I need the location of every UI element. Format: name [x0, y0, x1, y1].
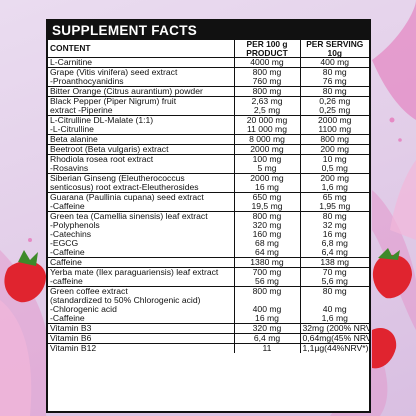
- table-header-row: CONTENT PER 100 g PRODUCT PER SERVING 10…: [48, 39, 369, 58]
- table-row: Vitamin B6 6,4 mg 0,64mg(45% NRV*): [48, 333, 369, 344]
- ingredient-name: Bitter Orange (Citrus aurantium) powder: [48, 86, 234, 97]
- ingredient-name: Vitamin B6: [48, 333, 234, 344]
- strawberry-icon: [372, 248, 412, 299]
- table-row: Yerba mate (Ilex paraguariensis) leaf ex…: [48, 267, 369, 287]
- ingredient-name: Siberian Ginseng (Eleutherococcus sentico…: [48, 173, 234, 193]
- table-row: Grape (Vitis vinifera) seed extract -Proa…: [48, 67, 369, 87]
- ingredient-name: Rhodiola rosea root extract -Rosavins: [48, 154, 234, 174]
- ingredient-name: Grape (Vitis vinifera) seed extract -Proa…: [48, 67, 234, 87]
- table-row: Guarana (Paullinia cupana) seed extract -…: [48, 192, 369, 212]
- ingredient-name: L-Carnitine: [48, 57, 234, 68]
- amount-per-serving: 32mg (200% NRV*): [299, 323, 369, 334]
- amount-per-serving: 80 mg 32 mg 16 mg 6,8 mg 6,4 mg: [299, 211, 369, 258]
- ingredient-name: Yerba mate (Ilex paraguariensis) leaf ex…: [48, 267, 234, 287]
- amount-per-100g: 2,63 mg 2,5 mg: [233, 96, 300, 116]
- ingredient-name: Vitamin B3: [48, 323, 234, 334]
- label-title: SUPPLEMENT FACTS: [48, 21, 369, 39]
- strawberry-icon: [4, 250, 46, 303]
- amount-per-serving: 0,26 mg 0,25 mg: [299, 96, 369, 116]
- ingredient-name: Green tea (Camellia sinensis) leaf extra…: [48, 211, 234, 258]
- amount-per-serving: 80 mg 40 mg 1,6 mg: [299, 286, 369, 324]
- table-row: Beetroot (Beta vulgaris) extract 2000 mg 2…: [48, 144, 369, 155]
- amount-per-serving: 80 mg: [299, 86, 369, 97]
- table-row: Siberian Ginseng (Eleutherococcus sentico…: [48, 173, 369, 193]
- table-row: Green coffee extract (standardized to 50%…: [48, 286, 369, 324]
- amount-per-100g: 650 mg 19,5 mg: [233, 192, 300, 212]
- amount-per-100g: 800 mg 760 mg: [233, 67, 300, 87]
- amount-per-serving: 70 mg 5,6 mg: [299, 267, 369, 287]
- amount-per-100g: 800 mg 400 mg 16 mg: [233, 286, 300, 324]
- amount-per-serving: 200 mg: [299, 144, 369, 155]
- header-content: CONTENT: [48, 39, 234, 58]
- supplement-table: CONTENT PER 100 g PRODUCT PER SERVING 10…: [48, 39, 369, 353]
- table-row: Beta alanine 8 000 mg 800 mg: [48, 134, 369, 145]
- ingredient-name: Beetroot (Beta vulgaris) extract: [48, 144, 234, 155]
- ingredient-name: L-Citrulline DL-Malate (1:1) -L-Citrullin…: [48, 115, 234, 135]
- amount-per-serving: 80 mg 76 mg: [299, 67, 369, 87]
- table-row: Green tea (Camellia sinensis) leaf extra…: [48, 211, 369, 258]
- ingredient-name: Green coffee extract (standardized to 50%…: [48, 286, 234, 324]
- amount-per-serving: 200 mg 1,6 mg: [299, 173, 369, 193]
- ingredient-name: Beta alanine: [48, 134, 234, 145]
- amount-per-100g: 2000 mg: [233, 144, 300, 155]
- amount-per-100g: 6,4 mg: [233, 333, 300, 344]
- table-row: Caffeine 1380 mg 138 mg: [48, 257, 369, 268]
- supplement-facts-label: SUPPLEMENT FACTS CONTENT PER 100 g PRODU…: [46, 19, 371, 413]
- header-per100: PER 100 g PRODUCT: [233, 39, 300, 58]
- ingredient-name: Vitamin B12: [48, 343, 234, 353]
- amount-per-100g: 800 mg: [233, 86, 300, 97]
- strawberry-icon: [372, 328, 397, 369]
- amount-per-100g: 2000 mg 16 mg: [233, 173, 300, 193]
- amount-per-serving: 400 mg: [299, 57, 369, 68]
- amount-per-serving: 65 mg 1,95 mg: [299, 192, 369, 212]
- table-row: Bitter Orange (Citrus aurantium) powder 8…: [48, 86, 369, 97]
- amount-per-100g: 8 000 mg: [233, 134, 300, 145]
- table-row: Black Pepper (Piper Nigrum) fruit extract…: [48, 96, 369, 116]
- amount-per-serving: 2000 mg 1100 mg: [299, 115, 369, 135]
- ingredient-name: Black Pepper (Piper Nigrum) fruit extract…: [48, 96, 234, 116]
- amount-per-100g: 320 mg: [233, 323, 300, 334]
- ingredient-name: Guarana (Paullinia cupana) seed extract -…: [48, 192, 234, 212]
- amount-per-serving: 138 mg: [299, 257, 369, 268]
- table-row: Vitamin B12 11 1,1µg(44%NRV*): [48, 343, 369, 353]
- table-row: L-Carnitine 4000 mg 400 mg: [48, 57, 369, 68]
- amount-per-100g: 100 mg 5 mg: [233, 154, 300, 174]
- amount-per-100g: 800 mg 320 mg 160 mg 68 mg 64 mg: [233, 211, 300, 258]
- table-row: Rhodiola rosea root extract -Rosavins 100 …: [48, 154, 369, 174]
- amount-per-100g: 11: [233, 343, 300, 353]
- amount-per-serving: 1,1µg(44%NRV*): [299, 343, 369, 353]
- amount-per-serving: 800 mg: [299, 134, 369, 145]
- amount-per-100g: 700 mg 56 mg: [233, 267, 300, 287]
- amount-per-100g: 1380 mg: [233, 257, 300, 268]
- amount-per-100g: 4000 mg: [233, 57, 300, 68]
- table-row: L-Citrulline DL-Malate (1:1) -L-Citrullin…: [48, 115, 369, 135]
- table-row: Vitamin B3 320 mg 32mg (200% NRV*): [48, 323, 369, 334]
- ingredient-name: Caffeine: [48, 257, 234, 268]
- amount-per-serving: 10 mg 0,5 mg: [299, 154, 369, 174]
- header-serving: PER SERVING 10g: [299, 39, 369, 58]
- amount-per-100g: 20 000 mg 11 000 mg: [233, 115, 300, 135]
- amount-per-serving: 0,64mg(45% NRV*): [299, 333, 369, 344]
